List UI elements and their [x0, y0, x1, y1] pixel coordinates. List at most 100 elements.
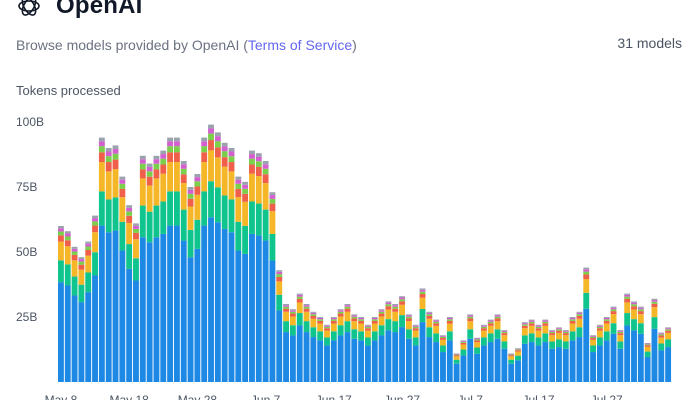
- bar[interactable]: [92, 215, 98, 382]
- bar[interactable]: [651, 298, 658, 382]
- bar[interactable]: [71, 246, 78, 382]
- bar[interactable]: [303, 304, 310, 382]
- bar[interactable]: [405, 314, 412, 382]
- bar[interactable]: [330, 317, 337, 382]
- bar[interactable]: [521, 322, 528, 382]
- bar[interactable]: [173, 137, 180, 382]
- bar-segment: [501, 333, 508, 336]
- bar[interactable]: [576, 311, 583, 382]
- bar[interactable]: [480, 324, 487, 382]
- bar[interactable]: [139, 155, 146, 382]
- bar[interactable]: [501, 330, 508, 382]
- bar[interactable]: [133, 223, 139, 382]
- bar[interactable]: [392, 304, 399, 382]
- bar[interactable]: [242, 181, 249, 382]
- bar[interactable]: [85, 241, 92, 382]
- bar[interactable]: [221, 142, 228, 382]
- bar[interactable]: [460, 340, 467, 382]
- bar[interactable]: [180, 161, 187, 382]
- bar[interactable]: [596, 324, 603, 382]
- bar[interactable]: [603, 317, 610, 382]
- bar[interactable]: [617, 330, 624, 382]
- bar[interactable]: [658, 332, 665, 382]
- x-tick-label: Jun 7: [251, 393, 281, 400]
- bar[interactable]: [276, 270, 283, 382]
- bar[interactable]: [119, 176, 126, 382]
- bar[interactable]: [467, 314, 474, 382]
- bar-segment: [126, 207, 133, 212]
- bar[interactable]: [583, 267, 590, 382]
- bar[interactable]: [549, 330, 556, 382]
- bar[interactable]: [324, 324, 330, 382]
- bar[interactable]: [446, 317, 453, 382]
- bar[interactable]: [644, 343, 651, 382]
- bar[interactable]: [487, 319, 494, 382]
- bar-segment: [426, 316, 433, 319]
- bar[interactable]: [255, 153, 262, 382]
- bar[interactable]: [187, 187, 194, 382]
- bar[interactable]: [105, 148, 112, 382]
- bar[interactable]: [208, 124, 214, 382]
- bar[interactable]: [665, 327, 672, 382]
- bar-segment: [515, 351, 521, 356]
- bar-segment: [637, 309, 644, 312]
- terms-of-service-link[interactable]: Terms of Service: [247, 37, 353, 53]
- bar[interactable]: [351, 314, 358, 382]
- bar[interactable]: [194, 174, 201, 382]
- bar[interactable]: [167, 137, 174, 382]
- bar[interactable]: [249, 150, 255, 382]
- bar[interactable]: [160, 150, 167, 382]
- bar[interactable]: [296, 293, 303, 382]
- bar[interactable]: [508, 353, 515, 382]
- bar[interactable]: [58, 226, 64, 382]
- bar-segment: [208, 217, 214, 382]
- bar[interactable]: [610, 306, 617, 382]
- bar[interactable]: [440, 335, 446, 382]
- bar[interactable]: [235, 176, 242, 382]
- bar[interactable]: [453, 353, 460, 382]
- bar[interactable]: [556, 327, 562, 382]
- bar[interactable]: [201, 137, 208, 382]
- bar[interactable]: [283, 304, 289, 382]
- bar[interactable]: [385, 301, 392, 382]
- bar[interactable]: [378, 309, 385, 382]
- bar[interactable]: [64, 231, 71, 382]
- bar[interactable]: [289, 309, 296, 382]
- bar[interactable]: [569, 317, 576, 382]
- bar[interactable]: [515, 348, 521, 382]
- bar[interactable]: [365, 324, 371, 382]
- bar[interactable]: [412, 324, 419, 382]
- bar[interactable]: [433, 319, 440, 382]
- bar[interactable]: [474, 337, 481, 382]
- bar[interactable]: [310, 311, 317, 382]
- bar[interactable]: [153, 155, 160, 382]
- bar-segment: [392, 311, 399, 322]
- bar[interactable]: [624, 293, 631, 382]
- bar[interactable]: [262, 161, 269, 382]
- bar[interactable]: [317, 317, 324, 382]
- bar[interactable]: [399, 296, 405, 382]
- bar-segment: [303, 332, 310, 382]
- bar[interactable]: [228, 148, 235, 382]
- bar[interactable]: [494, 314, 501, 382]
- bar[interactable]: [126, 205, 133, 382]
- bar[interactable]: [590, 335, 596, 382]
- bar[interactable]: [535, 324, 542, 382]
- bar[interactable]: [562, 330, 569, 382]
- bar[interactable]: [358, 317, 365, 382]
- bar[interactable]: [269, 192, 276, 382]
- bar[interactable]: [631, 301, 637, 382]
- bar[interactable]: [98, 137, 105, 382]
- bar[interactable]: [214, 132, 221, 382]
- bar[interactable]: [637, 306, 644, 382]
- bar[interactable]: [337, 309, 344, 382]
- bar[interactable]: [542, 319, 549, 382]
- bar[interactable]: [112, 145, 119, 382]
- bar[interactable]: [528, 319, 535, 382]
- bar[interactable]: [426, 311, 433, 382]
- bar[interactable]: [419, 288, 426, 382]
- bar[interactable]: [146, 163, 153, 382]
- bar[interactable]: [344, 304, 351, 382]
- bar[interactable]: [78, 257, 85, 382]
- bar[interactable]: [371, 317, 378, 382]
